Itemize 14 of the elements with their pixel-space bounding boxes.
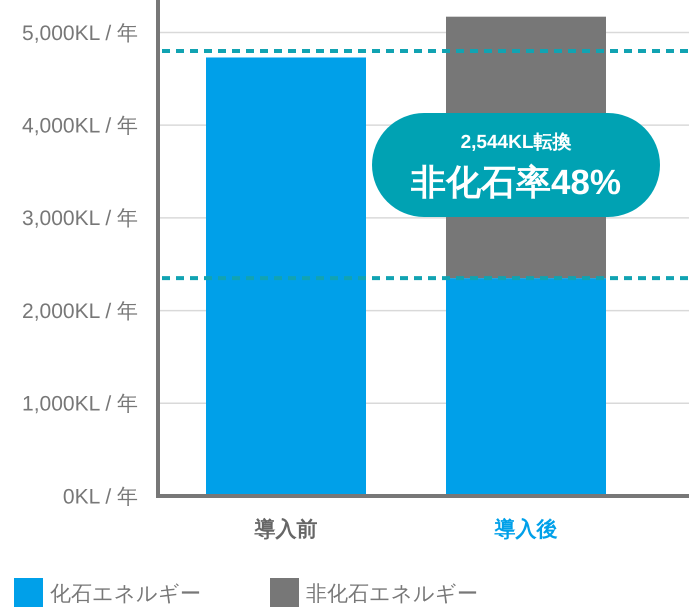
bar bbox=[206, 57, 366, 496]
legend-label: 非化石エネルギー bbox=[306, 582, 478, 606]
annotation: 非化石率48% bbox=[410, 163, 622, 202]
y-tick-label: 5,000KL / 年 bbox=[22, 22, 138, 45]
legend-label: 化石エネルギー bbox=[50, 582, 201, 606]
x-tick-label: 導入後 bbox=[494, 517, 558, 541]
x-tick-label: 導入前 bbox=[254, 517, 318, 541]
y-tick-label: 2,000KL / 年 bbox=[22, 300, 138, 323]
y-tick-label: 3,000KL / 年 bbox=[22, 207, 138, 230]
y-tick-label: 1,000KL / 年 bbox=[22, 392, 138, 416]
annotation: 2,544KL転換 bbox=[460, 132, 572, 153]
y-tick-label: 4,000KL / 年 bbox=[22, 114, 138, 138]
bar bbox=[446, 278, 606, 496]
y-tick-label: 0KL / 年 bbox=[62, 485, 138, 508]
